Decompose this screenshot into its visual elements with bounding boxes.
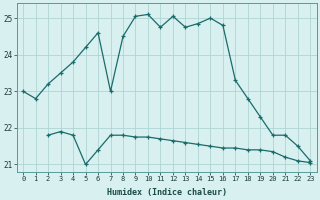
X-axis label: Humidex (Indice chaleur): Humidex (Indice chaleur) <box>107 188 227 197</box>
